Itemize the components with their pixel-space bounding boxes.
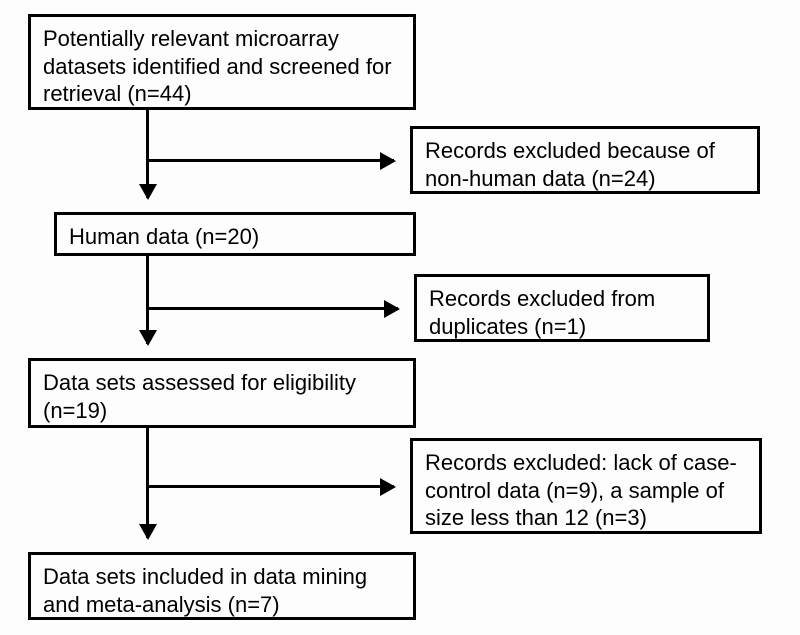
arrow-down-icon (146, 110, 149, 198)
arrow-right-icon (148, 485, 394, 488)
flow-box-text: Records excluded from duplicates (n=1) (429, 286, 655, 339)
flow-box-text: Data sets assessed for eligibility (n=19… (43, 370, 356, 423)
flow-box-identified: Potentially relevant microarray datasets… (28, 14, 416, 110)
arrow-right-icon (148, 307, 398, 310)
flow-box-human-data: Human data (n=20) (54, 212, 416, 256)
flow-box-text: Records excluded: lack of case-control d… (425, 450, 737, 530)
flow-box-text: Human data (n=20) (69, 224, 259, 249)
arrow-right-icon (148, 159, 394, 162)
flow-box-excluded-nonhuman: Records excluded because of non-human da… (410, 126, 760, 194)
flow-box-text: Data sets included in data mining and me… (43, 564, 367, 617)
prisma-flowchart: Potentially relevant microarray datasets… (0, 0, 800, 635)
flow-box-included: Data sets included in data mining and me… (28, 552, 416, 620)
flow-box-excluded-duplicates: Records excluded from duplicates (n=1) (414, 274, 710, 342)
arrow-down-icon (146, 428, 149, 538)
flow-box-text: Potentially relevant microarray datasets… (43, 26, 392, 106)
arrow-down-icon (146, 256, 149, 344)
flow-box-text: Records excluded because of non-human da… (425, 138, 715, 191)
flow-box-excluded-other: Records excluded: lack of case-control d… (410, 438, 762, 534)
flow-box-eligibility: Data sets assessed for eligibility (n=19… (28, 358, 416, 428)
